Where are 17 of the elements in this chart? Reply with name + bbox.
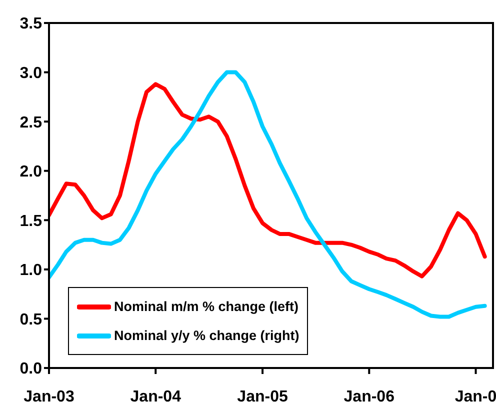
y-tick-label: 0.0 bbox=[20, 360, 42, 378]
line-series bbox=[49, 82, 487, 278]
x-tick-label: Jan-05 bbox=[237, 388, 288, 406]
y-tick-label: 1.5 bbox=[20, 212, 42, 230]
y-tick-label: 0.5 bbox=[20, 311, 42, 328]
x-tick-label: Jan-0 bbox=[454, 388, 496, 406]
line-series bbox=[49, 70, 487, 319]
y-tick-label: 3.0 bbox=[20, 64, 42, 82]
x-tick-label: Jan-03 bbox=[24, 388, 74, 406]
y-tick-label: 2.0 bbox=[20, 164, 42, 181]
y-tick-label: 1.0 bbox=[20, 262, 42, 280]
legend-label: Nominal y/y % change (right) bbox=[114, 328, 300, 343]
legend-label: Nominal m/m % change (left) bbox=[114, 299, 299, 314]
y-tick-label: 2.5 bbox=[20, 114, 42, 132]
x-tick-label: Jan-04 bbox=[130, 388, 182, 406]
y-tick-label: 3.5 bbox=[20, 16, 42, 33]
x-tick-label: Jan-06 bbox=[344, 388, 395, 406]
